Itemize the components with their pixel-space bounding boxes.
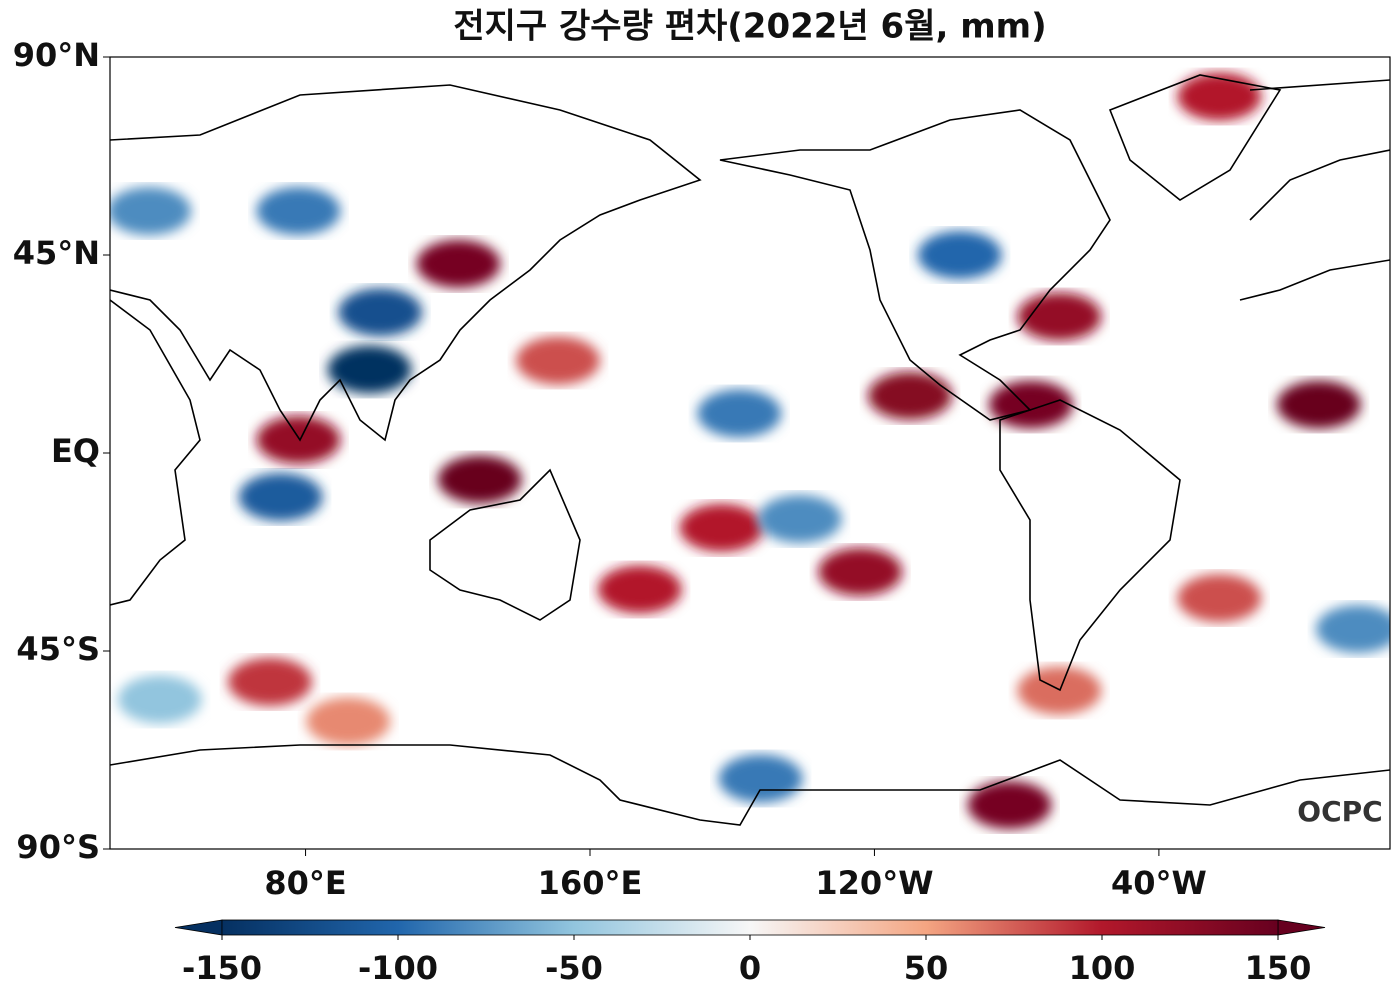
colorbar-tick-label: -50 <box>545 949 603 987</box>
x-tick-label: 160°E <box>538 864 643 902</box>
anomaly-patch <box>988 380 1073 429</box>
anomaly-patch <box>1017 666 1102 715</box>
colorbar-over <box>1277 919 1326 936</box>
anomaly-patch <box>757 495 842 543</box>
colorbar-tick-label: 50 <box>904 949 949 987</box>
y-tick-label: 90°S <box>16 828 100 866</box>
anomaly-patch <box>679 503 764 552</box>
anomaly-patch <box>818 547 903 596</box>
colorbar-under <box>174 919 223 936</box>
anomaly-patch <box>697 389 782 438</box>
anomaly-field <box>110 72 1390 829</box>
colorbar-tick-label: -100 <box>358 949 438 987</box>
anomaly-patch <box>967 781 1052 829</box>
colorbar <box>221 919 1279 936</box>
x-tick-label: 80°E <box>264 864 346 902</box>
anomaly-patch <box>718 754 803 803</box>
anomaly-patch <box>256 415 341 464</box>
coastlines <box>110 74 1390 826</box>
x-tick-label: 40°W <box>1111 864 1207 902</box>
anomaly-patch <box>338 288 423 337</box>
anomaly-patch <box>327 345 412 394</box>
anomaly-patch <box>1177 72 1262 121</box>
anomaly-patch <box>917 231 1002 279</box>
anomaly-patch <box>306 697 391 746</box>
anomaly-patch <box>868 371 952 420</box>
anomaly-patch <box>1177 574 1262 623</box>
anomaly-patch <box>110 187 192 235</box>
y-tick-label: 45°S <box>16 630 100 668</box>
anomaly-patch <box>238 473 323 521</box>
y-tick-label: EQ <box>51 432 100 470</box>
colorbar-tick-label: 100 <box>1069 949 1136 987</box>
x-tick-label: 120°W <box>815 864 933 902</box>
anomaly-patch <box>416 239 501 288</box>
anomaly-patch <box>516 336 600 385</box>
anomaly-patch <box>597 565 682 614</box>
anomaly-patch <box>256 187 341 235</box>
anomaly-patch <box>228 657 312 706</box>
colorbar-tick-label: 0 <box>739 949 761 987</box>
anomaly-patch <box>1276 380 1361 429</box>
anomaly-patch <box>117 675 202 724</box>
colorbar-tick-label: 150 <box>1245 949 1312 987</box>
y-tick-label: 90°N <box>13 36 100 74</box>
colorbar-tick-label: -150 <box>182 949 262 987</box>
anomaly-patch <box>437 455 522 504</box>
y-tick-label: 45°N <box>13 234 100 272</box>
logo: OCPC <box>1297 795 1382 828</box>
chart-title: 전지구 강수량 편차(2022년 6월, mm) <box>453 7 1046 47</box>
anomaly-patch <box>1316 605 1390 653</box>
